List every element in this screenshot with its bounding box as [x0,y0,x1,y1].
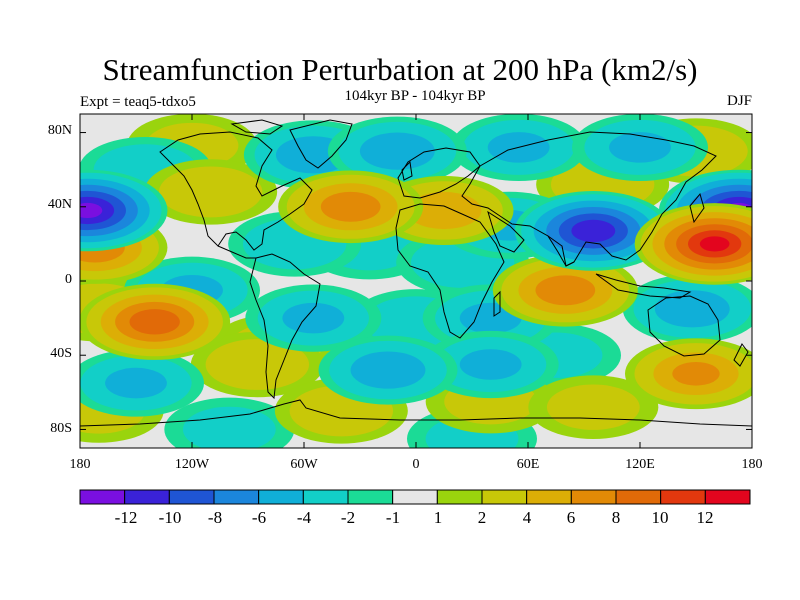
coast-japan [689,192,705,224]
anomaly-contour [459,349,522,380]
lon-label: 120E [625,457,655,472]
lon-label: 60W [290,457,318,472]
colorbar [79,489,751,505]
colorbar-swatch [79,489,126,505]
coast-europe [397,147,481,199]
coast-new-zealand [733,343,749,367]
colorbar-label: 10 [651,508,669,527]
colorbar-label: -12 [114,508,138,527]
coast-arabia [487,210,525,253]
coast-central-america [217,245,256,259]
season-label: DJF [726,93,752,109]
colorbar-swatch [660,489,706,505]
colorbar-swatch [124,489,170,505]
lon-label: 120W [174,457,210,472]
lat-label: 40N [47,197,72,212]
lon-label: 60E [516,457,540,472]
colorbar-swatch [302,489,349,505]
coast-asia [461,131,717,267]
colorbar-swatch [168,489,215,505]
colorbar-swatch [615,489,662,505]
axis-ticks [79,114,753,448]
coast-antarctica [80,399,752,427]
anomaly-contour [350,351,426,389]
colorbar-label: 8 [611,508,621,527]
coast-madagascar [493,290,501,317]
lat-label: 40S [50,346,72,361]
colorbar-label: 4 [522,508,532,527]
lon-label: 180 [741,457,763,472]
anomaly-contour [158,166,263,218]
anomaly-contour [609,132,671,163]
colorbar-label: -10 [158,508,182,527]
anomaly-contour [571,219,616,243]
anomaly-contour [359,132,435,170]
colorbar-swatch [570,489,617,505]
colorbar-label: 2 [477,508,487,527]
anomaly-contour [320,191,381,222]
anomaly-contour [282,302,345,334]
lat-label: 80N [47,123,72,138]
anomaly-contour [654,290,730,328]
colorbar-label: -1 [385,508,401,527]
colorbar-swatch [704,489,751,505]
colorbar-label: -4 [296,508,312,527]
anomaly-contour [406,191,482,230]
colorbar-swatch [213,489,260,505]
colorbar-label: -6 [251,508,267,527]
colorbar-swatch [481,489,528,505]
anomaly-contour [672,361,720,386]
lat-label: 0 [65,272,72,287]
coast-arctic-islands [230,119,284,135]
anomaly-contour [129,309,180,335]
anomaly-contour [105,367,167,399]
colorbar-swatch [392,489,438,505]
colorbar-label: 12 [696,508,714,527]
colorbar-label: -2 [340,508,356,527]
colorbar-swatch [526,489,572,505]
anomaly-contour [205,339,310,390]
coast-australia [647,295,721,357]
coast-india [547,235,575,267]
plot-title: Streamfunction Perturbation at 200 hPa (… [102,52,698,87]
anomaly-contour [182,406,276,448]
anomaly-contour [699,236,730,252]
coastline [80,119,752,427]
coast-greenland [289,119,353,169]
plot-subtitle: 104kyr BP - 104kyr BP [344,88,486,104]
coast-africa [395,203,505,339]
colorbar-swatch [347,489,394,505]
lon-label: 180 [69,457,91,472]
anomaly-contour [80,202,103,219]
lon-label: 0 [412,457,420,472]
coast-indonesia [595,273,692,299]
colorbar-swatch [258,489,304,505]
anomaly-contour [546,384,640,430]
experiment-label: Expt = teaq5-tdxo5 [80,94,196,110]
lat-label: 80S [50,421,72,436]
anomaly-contour [535,275,596,306]
coast-south-america [249,253,321,400]
colorbar-label: -8 [207,508,223,527]
coast-british-isles [401,160,413,181]
colorbar-label: 1 [433,508,443,527]
colorbar-swatch [436,489,483,505]
coast-north-america [159,131,313,251]
colorbar-label: 6 [566,508,576,527]
